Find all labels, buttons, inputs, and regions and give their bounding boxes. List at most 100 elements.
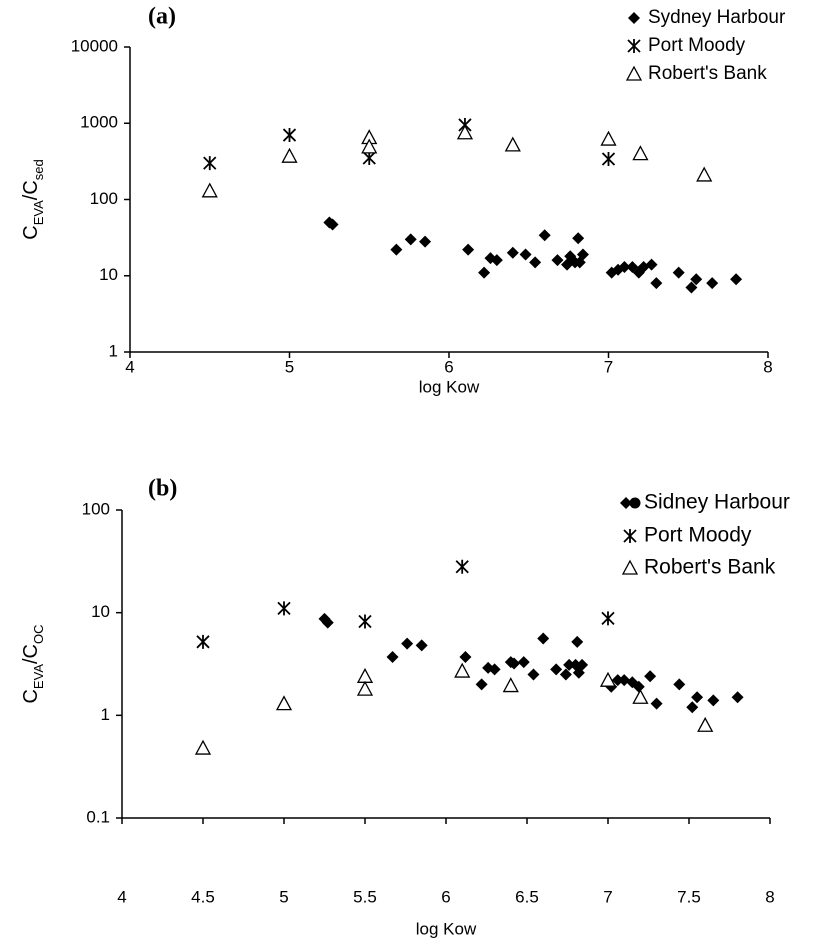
asterisk <box>601 151 616 166</box>
x-tick-label: 6.5 <box>515 887 539 906</box>
triangle <box>502 677 519 693</box>
diamond <box>576 658 589 671</box>
diamond <box>691 691 704 704</box>
y-label-part: C <box>20 689 42 703</box>
marker <box>599 671 617 687</box>
y-tick-label: 10 <box>91 602 110 621</box>
asterisk <box>277 601 291 616</box>
y-tick-label: 100 <box>82 499 110 518</box>
diamond <box>326 218 339 231</box>
x-tick-label: 5 <box>285 357 294 376</box>
marker <box>282 128 297 143</box>
marker <box>358 614 372 629</box>
y-label-subscript: sed <box>31 159 46 180</box>
diamond <box>730 273 743 286</box>
marker <box>386 650 399 663</box>
marker <box>551 254 564 267</box>
y-tick-label: 1 <box>109 341 118 360</box>
chart-title: (a) <box>148 4 176 30</box>
triangle <box>356 667 374 683</box>
diamond <box>508 657 521 670</box>
marker <box>650 697 663 710</box>
diamond <box>506 246 519 259</box>
marker <box>601 611 615 626</box>
marker <box>611 674 624 687</box>
marker <box>632 688 649 704</box>
triangle <box>599 671 617 687</box>
legend-marker <box>623 529 637 543</box>
circle <box>629 497 641 509</box>
y-tick-label: 0.1 <box>86 807 110 826</box>
asterisk <box>623 529 637 543</box>
triangle <box>632 688 649 704</box>
marker <box>415 639 428 652</box>
y-label-part: /C <box>20 180 42 200</box>
diamond <box>620 497 632 509</box>
y-axis-label: CEVA/Csed <box>20 159 46 239</box>
legend-label: Sydney Harbour <box>648 7 786 28</box>
legend-marker <box>625 65 643 81</box>
diamond <box>611 674 624 687</box>
marker <box>321 616 334 629</box>
marker <box>529 256 542 269</box>
diamond <box>685 281 698 294</box>
diamond <box>537 632 550 645</box>
marker <box>645 258 658 271</box>
y-tick-label: 1000 <box>80 113 118 132</box>
marker <box>537 632 550 645</box>
marker <box>706 277 719 290</box>
triangle <box>356 680 374 696</box>
asterisk <box>627 39 641 53</box>
diamond <box>563 658 576 671</box>
marker <box>650 277 663 290</box>
marker <box>281 147 298 163</box>
diamond <box>529 256 542 269</box>
x-tick-label: 4.5 <box>191 887 215 906</box>
marker <box>404 233 417 246</box>
diamond <box>628 12 640 24</box>
x-tick-label: 6 <box>441 887 450 906</box>
triangle <box>600 130 617 146</box>
diamond <box>706 277 719 290</box>
marker <box>361 138 378 154</box>
marker <box>196 634 210 649</box>
diamond <box>475 678 488 691</box>
x-tick-label: 8 <box>765 887 774 906</box>
marker <box>502 677 519 693</box>
marker <box>601 151 616 166</box>
diamond <box>459 650 472 663</box>
diamond <box>618 674 631 687</box>
marker <box>275 695 293 711</box>
diamond <box>519 248 532 261</box>
legend-label: Port Moody <box>648 35 746 56</box>
x-tick-label: 8 <box>763 357 772 376</box>
triangle <box>275 695 293 711</box>
asterisk <box>282 128 297 143</box>
diamond <box>401 637 414 650</box>
diamond <box>645 258 658 271</box>
triangle <box>194 739 212 755</box>
marker <box>401 637 414 650</box>
diamond <box>672 266 685 279</box>
marker <box>455 559 469 574</box>
marker <box>559 668 572 681</box>
x-tick-label: 7 <box>603 887 612 906</box>
legend-marker <box>620 497 641 509</box>
diamond <box>690 273 703 286</box>
marker <box>456 124 474 140</box>
marker <box>326 218 339 231</box>
diamond <box>415 639 428 652</box>
diamond <box>673 678 686 691</box>
diamond <box>404 233 417 246</box>
marker <box>672 266 685 279</box>
x-tick-label: 7.5 <box>677 887 701 906</box>
y-label-subscript: EVA <box>31 200 46 225</box>
y-label-part: C <box>20 225 42 239</box>
y-tick-label: 10000 <box>71 36 118 55</box>
asterisk <box>455 559 469 574</box>
marker <box>673 678 686 691</box>
diamond <box>644 670 657 683</box>
diamond <box>321 616 334 629</box>
diamond <box>572 232 585 245</box>
